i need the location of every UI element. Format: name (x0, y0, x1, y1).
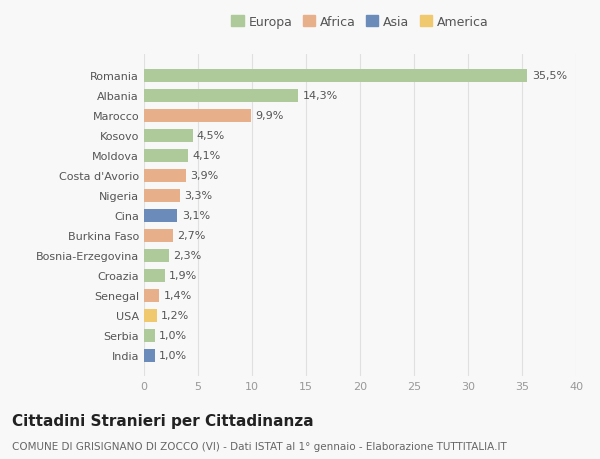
Text: 9,9%: 9,9% (255, 111, 284, 121)
Text: 1,9%: 1,9% (169, 270, 197, 280)
Bar (144, 329, 155, 342)
Bar (144, 110, 251, 123)
Text: 3,1%: 3,1% (182, 211, 210, 221)
Text: 3,3%: 3,3% (184, 191, 212, 201)
Bar (144, 90, 298, 102)
Bar (144, 229, 173, 242)
Bar (144, 209, 178, 222)
Bar (144, 349, 155, 362)
Text: 35,5%: 35,5% (532, 71, 567, 81)
Bar (144, 169, 186, 182)
Bar (144, 289, 159, 302)
Text: 2,7%: 2,7% (178, 231, 206, 241)
Text: Cittadini Stranieri per Cittadinanza: Cittadini Stranieri per Cittadinanza (12, 413, 314, 428)
Text: 1,4%: 1,4% (163, 291, 191, 301)
Bar (144, 129, 193, 142)
Text: 1,0%: 1,0% (159, 350, 187, 360)
Text: 4,1%: 4,1% (193, 151, 221, 161)
Bar (144, 269, 164, 282)
Text: 1,2%: 1,2% (161, 310, 190, 320)
Text: 3,9%: 3,9% (190, 171, 218, 181)
Bar (144, 189, 179, 202)
Text: 14,3%: 14,3% (303, 91, 338, 101)
Bar (144, 249, 169, 262)
Bar (144, 150, 188, 162)
Text: 2,3%: 2,3% (173, 251, 202, 261)
Text: 1,0%: 1,0% (159, 330, 187, 340)
Text: 4,5%: 4,5% (197, 131, 225, 141)
Text: COMUNE DI GRISIGNANO DI ZOCCO (VI) - Dati ISTAT al 1° gennaio - Elaborazione TUT: COMUNE DI GRISIGNANO DI ZOCCO (VI) - Dat… (12, 441, 507, 451)
Bar (144, 70, 527, 83)
Bar (144, 309, 157, 322)
Legend: Europa, Africa, Asia, America: Europa, Africa, Asia, America (229, 13, 491, 31)
